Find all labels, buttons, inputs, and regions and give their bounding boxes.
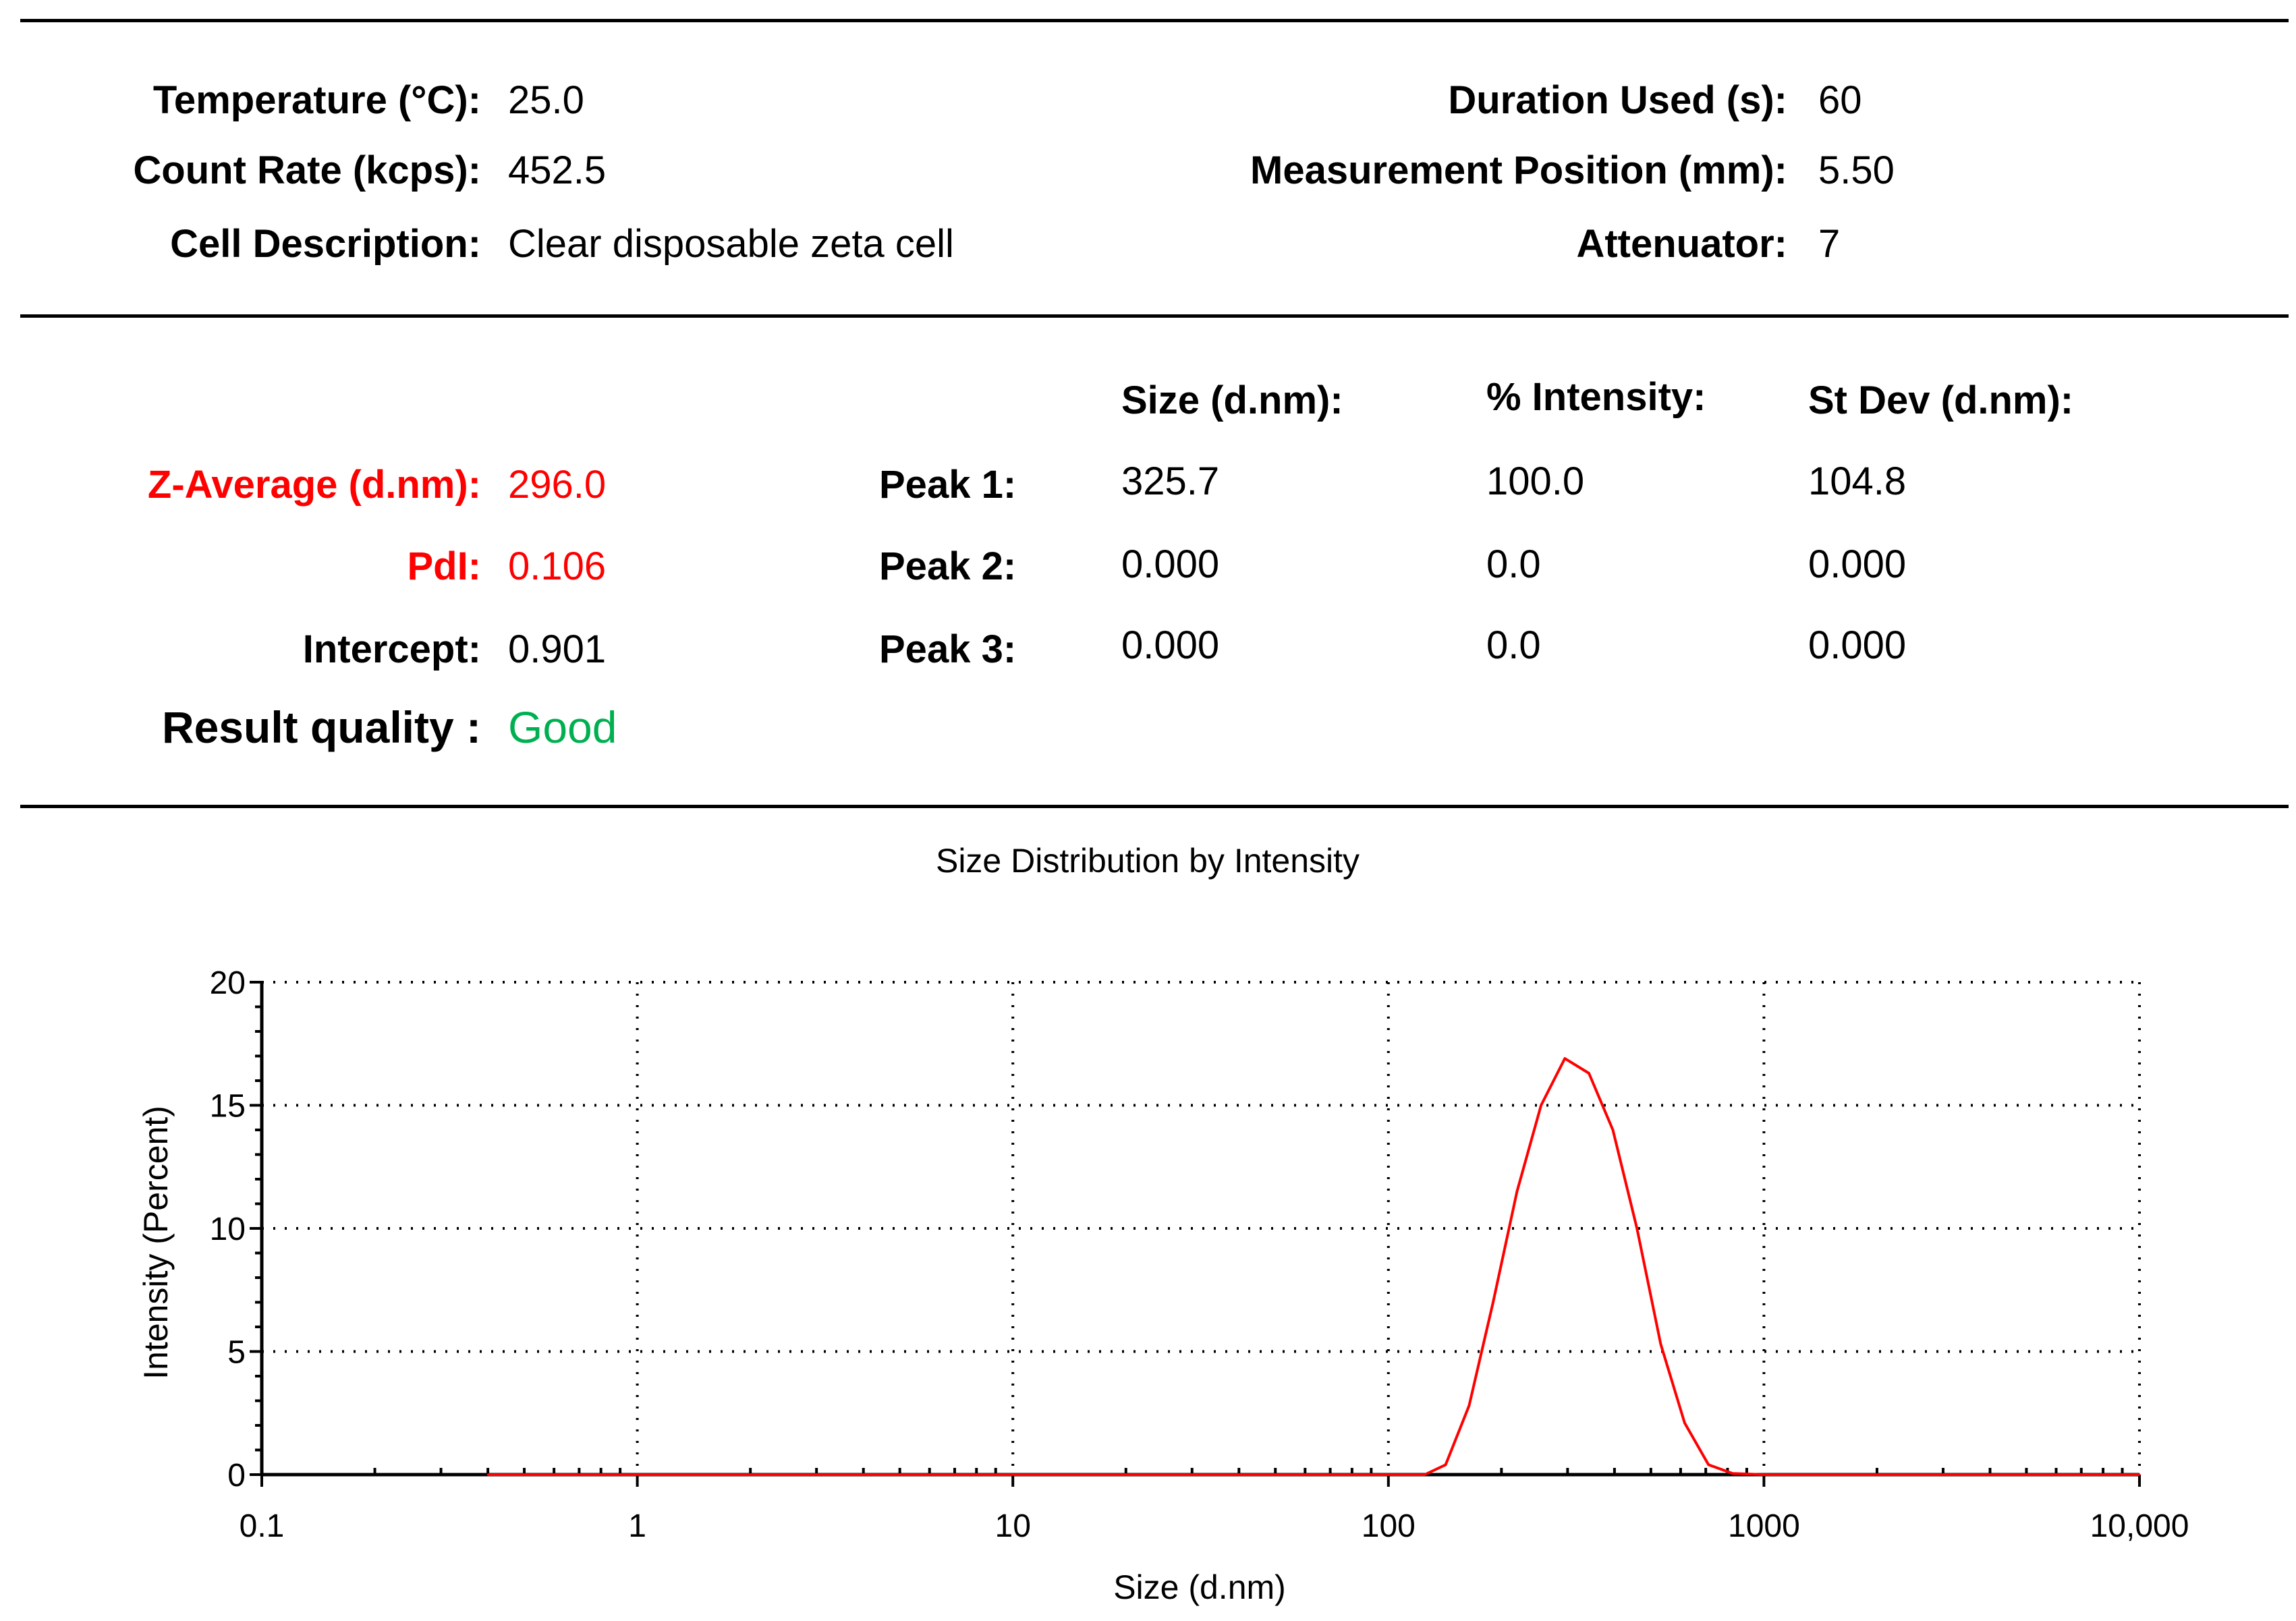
quality-label: Result quality : — [161, 702, 481, 752]
x-tick-label: 1 — [628, 1508, 646, 1544]
intensity-data-point — [1683, 1421, 1686, 1424]
z-average-label: Z-Average (d.nm): — [147, 463, 481, 507]
attenuator-value: 7 — [1818, 222, 1841, 266]
bottom-rule — [20, 805, 2289, 808]
intensity-data-point — [1011, 1473, 1014, 1476]
grid — [262, 981, 2141, 1475]
peak-header-intensity: % Intensity: — [1486, 375, 1706, 419]
position-value: 5.50 — [1818, 148, 1895, 192]
duration-value: 60 — [1818, 78, 1862, 122]
x-tick-label: 10 — [995, 1508, 1031, 1544]
x-tick-label: 1000 — [1728, 1508, 1800, 1544]
axes: 0 5 10 15 20 0.1 1 10 100 1000 10,000 — [210, 965, 2189, 1544]
pdi-value: 0.106 — [508, 544, 607, 588]
intensity-data-point — [1467, 1404, 1470, 1407]
intensity-data-point — [486, 1473, 489, 1476]
top-rule — [20, 19, 2289, 22]
chart-title: Size Distribution by Intensity — [936, 842, 1360, 880]
intensity-data-point — [1588, 1072, 1590, 1075]
intensity-data-point — [636, 1473, 639, 1476]
pdi-label: PdI: — [407, 544, 481, 588]
intensity-data-point — [1492, 1301, 1494, 1303]
cell-description-value: Clear disposable zeta cell — [508, 222, 954, 266]
y-tick-label: 10 — [210, 1212, 246, 1247]
intensity-data-point — [1762, 1473, 1765, 1476]
x-axis-label: Size (d.nm) — [1113, 1568, 1286, 1606]
intensity-data-point — [1445, 1463, 1447, 1466]
temperature-label: Temperature (°C): — [152, 78, 481, 122]
peak-1-intensity: 100.0 — [1486, 459, 1585, 503]
intercept-value: 0.901 — [508, 627, 607, 671]
quality-value: Good — [508, 702, 617, 752]
peak-3-stdev: 0.000 — [1808, 623, 1907, 667]
peak-3-intensity: 0.0 — [1486, 623, 1541, 667]
intensity-data-point — [1611, 1129, 1614, 1131]
count-rate-label: Count Rate (kcps): — [133, 148, 481, 192]
peak-2-intensity: 0.0 — [1486, 542, 1541, 586]
duration-label: Duration Used (s): — [1448, 78, 1787, 122]
intensity-data-point — [1635, 1227, 1638, 1230]
x-tick-label: 10,000 — [2090, 1508, 2189, 1544]
peak-1-stdev: 104.8 — [1808, 459, 1907, 503]
intensity-data-point — [1540, 1104, 1542, 1106]
y-tick-label: 5 — [227, 1335, 246, 1371]
intensity-data-point — [1707, 1463, 1710, 1466]
intensity-data-point — [1424, 1473, 1426, 1476]
peak-2-stdev: 0.000 — [1808, 542, 1907, 586]
intercept-label: Intercept: — [302, 627, 481, 671]
peak-3-label: Peak 3: — [879, 627, 1017, 671]
peak-2-size: 0.000 — [1121, 542, 1220, 586]
attenuator-label: Attenuator: — [1576, 222, 1787, 266]
y-tick-label: 15 — [210, 1089, 246, 1125]
series — [486, 1057, 2141, 1476]
temperature-value: 25.0 — [508, 78, 584, 122]
size-distribution-chart: Size Distribution by Intensity Intensity… — [137, 842, 2189, 1606]
intensity-series-line — [488, 1057, 2139, 1476]
count-rate-value: 452.5 — [508, 148, 607, 192]
intensity-data-point — [1563, 1057, 1566, 1060]
intensity-data-point — [1387, 1473, 1390, 1476]
intensity-data-point — [1731, 1472, 1734, 1475]
x-tick-label: 100 — [1362, 1508, 1416, 1544]
peak-header-stdev: St Dev (d.nm): — [1808, 378, 2074, 422]
z-average-value: 296.0 — [508, 463, 607, 507]
y-axis-label: Intensity (Percent) — [137, 1106, 175, 1380]
y-tick-label: 0 — [227, 1458, 246, 1494]
intensity-data-point — [2138, 1473, 2141, 1476]
y-tick-label: 20 — [210, 965, 246, 1001]
peak-1-label: Peak 1: — [879, 463, 1017, 507]
x-tick-label: 0.1 — [240, 1508, 285, 1544]
middle-rule — [20, 314, 2289, 318]
intensity-data-point — [1659, 1343, 1662, 1346]
peak-1-size: 325.7 — [1121, 459, 1220, 503]
peak-2-label: Peak 2: — [879, 544, 1017, 588]
peak-3-size: 0.000 — [1121, 623, 1220, 667]
position-label: Measurement Position (mm): — [1250, 148, 1787, 192]
intensity-data-point — [1515, 1190, 1518, 1193]
cell-description-label: Cell Description: — [170, 222, 481, 266]
peak-header-size: Size (d.nm): — [1121, 378, 1343, 422]
